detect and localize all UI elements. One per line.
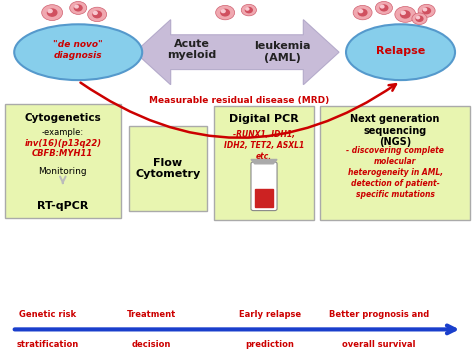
- Ellipse shape: [14, 24, 142, 80]
- Circle shape: [423, 8, 427, 11]
- Circle shape: [380, 5, 388, 11]
- Text: Genetic risk: Genetic risk: [19, 310, 76, 319]
- FancyBboxPatch shape: [129, 126, 207, 211]
- Circle shape: [88, 7, 107, 22]
- Circle shape: [221, 9, 229, 16]
- Text: inv(16)(p13q22)
CBFB:MYH11: inv(16)(p13q22) CBFB:MYH11: [24, 139, 101, 158]
- Text: Monitoring: Monitoring: [38, 167, 87, 176]
- Text: -example:: -example:: [42, 128, 84, 137]
- Text: Treatment: Treatment: [127, 310, 176, 319]
- Circle shape: [401, 11, 405, 14]
- Text: stratification: stratification: [16, 340, 79, 349]
- Polygon shape: [251, 159, 277, 164]
- Text: leukemia
(AML): leukemia (AML): [254, 41, 310, 63]
- Circle shape: [353, 5, 372, 20]
- Circle shape: [401, 11, 410, 18]
- Text: Measurable residual disease (MRD): Measurable residual disease (MRD): [149, 96, 329, 105]
- Text: Flow
Cytometry: Flow Cytometry: [136, 158, 201, 179]
- Circle shape: [93, 12, 97, 14]
- Circle shape: [395, 6, 416, 22]
- Circle shape: [375, 1, 392, 14]
- Circle shape: [358, 9, 367, 16]
- Text: "de novo"
diagnosis: "de novo" diagnosis: [54, 40, 103, 60]
- Circle shape: [359, 10, 363, 13]
- Circle shape: [216, 5, 235, 20]
- FancyBboxPatch shape: [214, 106, 314, 220]
- Polygon shape: [255, 189, 273, 207]
- FancyBboxPatch shape: [251, 162, 277, 211]
- Text: overall survival: overall survival: [342, 340, 416, 349]
- Circle shape: [246, 8, 252, 13]
- Circle shape: [42, 5, 63, 21]
- Circle shape: [412, 13, 427, 24]
- Circle shape: [221, 10, 225, 13]
- Text: -RUNX1, IDH1,
IDH2, TET2, ASXL1
etc.: -RUNX1, IDH1, IDH2, TET2, ASXL1 etc.: [224, 130, 304, 161]
- Circle shape: [75, 5, 78, 8]
- Text: Cytogenetics: Cytogenetics: [25, 113, 101, 123]
- FancyBboxPatch shape: [320, 106, 470, 220]
- Circle shape: [417, 17, 419, 19]
- Text: Early relapse: Early relapse: [239, 310, 301, 319]
- Polygon shape: [135, 20, 339, 85]
- Text: Relapse: Relapse: [376, 46, 425, 56]
- Circle shape: [241, 4, 256, 16]
- Circle shape: [246, 8, 249, 10]
- Ellipse shape: [346, 24, 455, 80]
- Text: decision: decision: [132, 340, 172, 349]
- Circle shape: [416, 16, 423, 21]
- Circle shape: [74, 5, 82, 11]
- Text: prediction: prediction: [246, 340, 295, 349]
- FancyBboxPatch shape: [5, 104, 121, 218]
- Circle shape: [70, 1, 87, 14]
- Circle shape: [381, 5, 384, 8]
- Circle shape: [418, 4, 435, 17]
- Text: Acute
myeloid: Acute myeloid: [167, 39, 217, 60]
- Circle shape: [47, 9, 57, 16]
- Text: Next generation
sequencing
(NGS): Next generation sequencing (NGS): [350, 114, 440, 147]
- Text: Digital PCR: Digital PCR: [229, 114, 299, 124]
- Circle shape: [48, 9, 52, 13]
- Circle shape: [93, 11, 101, 18]
- Text: - discovering complete
molecular
heterogeneity in AML,
detection of patient-
spe: - discovering complete molecular heterog…: [346, 146, 444, 199]
- Text: Better prognosis and: Better prognosis and: [329, 310, 429, 319]
- Circle shape: [423, 8, 430, 14]
- Text: RT-qPCR: RT-qPCR: [37, 201, 89, 211]
